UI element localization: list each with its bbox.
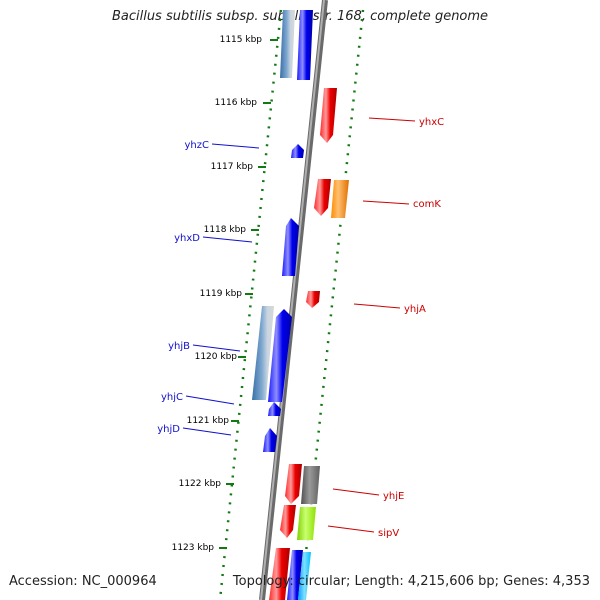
gene-yhxD-arrow[interactable] <box>282 218 299 276</box>
gene-block-top-steel <box>280 10 295 78</box>
tick-1120: 1120 kbp <box>195 352 238 362</box>
gene-yhjB-block[interactable] <box>252 306 274 400</box>
tick-1122: 1122 kbp <box>179 479 222 489</box>
tick-1118: 1118 kbp <box>204 225 247 235</box>
gene-yhjD-arrow[interactable] <box>263 428 277 452</box>
gene-yhzC-arrow[interactable] <box>291 144 304 158</box>
gene-block-bottom-blue <box>287 550 303 600</box>
reverse-genes <box>280 88 349 540</box>
genome-backbone-highlight <box>260 0 325 600</box>
gene-block-top-blue <box>297 10 313 80</box>
gene-comK-red-arrow[interactable] <box>314 179 331 216</box>
left-leaders <box>182 143 260 436</box>
label-yhjD[interactable]: yhjD <box>157 424 180 435</box>
tick-1123: 1123 kbp <box>172 543 215 553</box>
gene-yhjE-red-arrow[interactable] <box>285 464 302 504</box>
label-yhjB[interactable]: yhjB <box>168 341 190 352</box>
accession-text: Accession: NC_000964 <box>9 574 157 589</box>
tick-1119: 1119 kbp <box>200 289 243 299</box>
gene-block-bottom-cyan <box>298 552 311 600</box>
label-yhjA[interactable]: yhjA <box>404 304 426 315</box>
label-yhxD[interactable]: yhxD <box>174 233 200 244</box>
label-sipV[interactable]: sipV <box>378 528 399 539</box>
gene-yhxC-arrow[interactable] <box>320 88 337 143</box>
label-yhxC[interactable]: yhxC <box>419 117 444 128</box>
gene-yhjE-grey-block[interactable] <box>301 466 320 504</box>
tick-1117: 1117 kbp <box>211 162 254 172</box>
gene-block-bottom-red <box>269 548 290 600</box>
tick-1121: 1121 kbp <box>187 416 230 426</box>
gene-comK-orange-block[interactable] <box>331 180 349 218</box>
scale-ticks <box>219 39 278 549</box>
label-yhzC[interactable]: yhzC <box>185 140 210 151</box>
right-leaders <box>327 117 416 533</box>
gene-yhjA-arrow[interactable] <box>306 291 320 308</box>
label-comK[interactable]: comK <box>413 199 441 210</box>
gene-yhjB-arrow[interactable] <box>268 309 292 402</box>
gene-sipV-red-arrow[interactable] <box>280 505 296 538</box>
gene-sipV-lime-block[interactable] <box>297 507 316 540</box>
label-yhjC[interactable]: yhjC <box>161 392 183 403</box>
topology-text: Topology: circular; Length: 4,215,606 bp… <box>232 574 590 589</box>
tick-1116: 1116 kbp <box>215 98 258 108</box>
forward-genes <box>252 10 313 600</box>
label-yhjE[interactable]: yhjE <box>383 491 404 502</box>
tick-1115: 1115 kbp <box>220 35 263 45</box>
gene-yhjC-arrow[interactable] <box>268 402 281 416</box>
